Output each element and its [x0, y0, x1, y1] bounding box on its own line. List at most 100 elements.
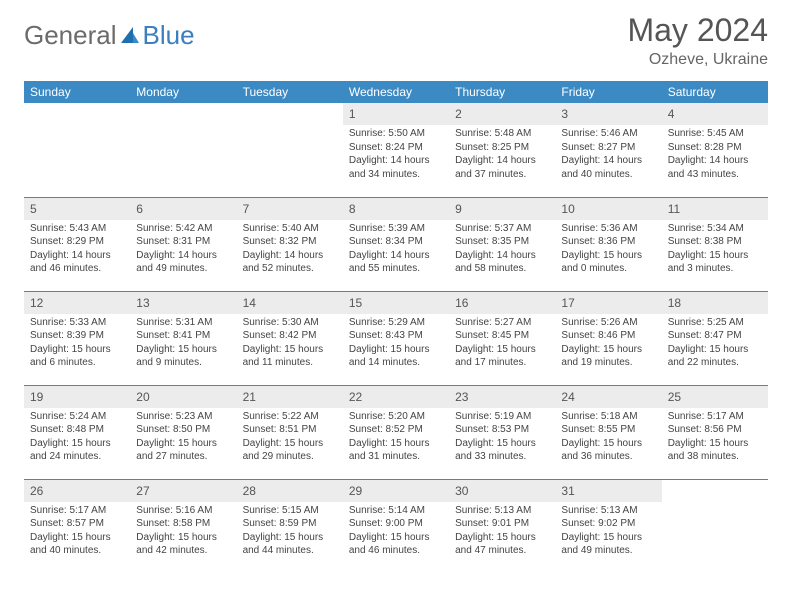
day-number: 2	[449, 103, 555, 125]
day-number: 31	[555, 480, 661, 502]
day-details: Sunrise: 5:30 AMSunset: 8:42 PMDaylight:…	[237, 314, 343, 374]
daylight-text: Daylight: 14 hours and 40 minutes.	[561, 154, 655, 181]
sunset-text: Sunset: 8:45 PM	[455, 329, 549, 343]
sunrise-text: Sunrise: 5:50 AM	[349, 127, 443, 141]
day-details: Sunrise: 5:18 AMSunset: 8:55 PMDaylight:…	[555, 408, 661, 468]
day-number: 25	[662, 386, 768, 408]
calendar-cell: 14Sunrise: 5:30 AMSunset: 8:42 PMDayligh…	[237, 291, 343, 385]
day-details: Sunrise: 5:36 AMSunset: 8:36 PMDaylight:…	[555, 220, 661, 280]
weekday-header: Wednesday	[343, 81, 449, 103]
calendar-cell: 16Sunrise: 5:27 AMSunset: 8:45 PMDayligh…	[449, 291, 555, 385]
day-number: 17	[555, 292, 661, 314]
day-details: Sunrise: 5:39 AMSunset: 8:34 PMDaylight:…	[343, 220, 449, 280]
header: General Blue May 2024 Ozheve, Ukraine	[24, 12, 768, 69]
calendar-header: SundayMondayTuesdayWednesdayThursdayFrid…	[24, 81, 768, 103]
sunset-text: Sunset: 8:41 PM	[136, 329, 230, 343]
day-number: 18	[662, 292, 768, 314]
sunset-text: Sunset: 8:24 PM	[349, 141, 443, 155]
day-number: 28	[237, 480, 343, 502]
sunset-text: Sunset: 8:43 PM	[349, 329, 443, 343]
daylight-text: Daylight: 15 hours and 17 minutes.	[455, 343, 549, 370]
day-details: Sunrise: 5:26 AMSunset: 8:46 PMDaylight:…	[555, 314, 661, 374]
sunrise-text: Sunrise: 5:17 AM	[668, 410, 762, 424]
day-number: 7	[237, 198, 343, 220]
calendar-cell: 21Sunrise: 5:22 AMSunset: 8:51 PMDayligh…	[237, 385, 343, 479]
daylight-text: Daylight: 15 hours and 3 minutes.	[668, 249, 762, 276]
calendar-cell	[662, 479, 768, 573]
daylight-text: Daylight: 14 hours and 34 minutes.	[349, 154, 443, 181]
sunset-text: Sunset: 9:01 PM	[455, 517, 549, 531]
calendar-cell: 24Sunrise: 5:18 AMSunset: 8:55 PMDayligh…	[555, 385, 661, 479]
daylight-text: Daylight: 15 hours and 0 minutes.	[561, 249, 655, 276]
sunrise-text: Sunrise: 5:20 AM	[349, 410, 443, 424]
sunrise-text: Sunrise: 5:24 AM	[30, 410, 124, 424]
daylight-text: Daylight: 15 hours and 44 minutes.	[243, 531, 337, 558]
sunrise-text: Sunrise: 5:23 AM	[136, 410, 230, 424]
sunset-text: Sunset: 8:51 PM	[243, 423, 337, 437]
day-number: 4	[662, 103, 768, 125]
calendar-cell: 13Sunrise: 5:31 AMSunset: 8:41 PMDayligh…	[130, 291, 236, 385]
daylight-text: Daylight: 15 hours and 14 minutes.	[349, 343, 443, 370]
calendar-cell	[130, 103, 236, 197]
calendar-cell: 8Sunrise: 5:39 AMSunset: 8:34 PMDaylight…	[343, 197, 449, 291]
daylight-text: Daylight: 15 hours and 6 minutes.	[30, 343, 124, 370]
day-details: Sunrise: 5:25 AMSunset: 8:47 PMDaylight:…	[662, 314, 768, 374]
day-details: Sunrise: 5:14 AMSunset: 9:00 PMDaylight:…	[343, 502, 449, 562]
daylight-text: Daylight: 15 hours and 11 minutes.	[243, 343, 337, 370]
sunrise-text: Sunrise: 5:18 AM	[561, 410, 655, 424]
sunset-text: Sunset: 8:34 PM	[349, 235, 443, 249]
calendar-row: 1Sunrise: 5:50 AMSunset: 8:24 PMDaylight…	[24, 103, 768, 197]
day-details: Sunrise: 5:27 AMSunset: 8:45 PMDaylight:…	[449, 314, 555, 374]
daylight-text: Daylight: 15 hours and 49 minutes.	[561, 531, 655, 558]
sunrise-text: Sunrise: 5:39 AM	[349, 222, 443, 236]
day-details: Sunrise: 5:43 AMSunset: 8:29 PMDaylight:…	[24, 220, 130, 280]
day-details: Sunrise: 5:15 AMSunset: 8:59 PMDaylight:…	[237, 502, 343, 562]
sunset-text: Sunset: 8:47 PM	[668, 329, 762, 343]
sunrise-text: Sunrise: 5:40 AM	[243, 222, 337, 236]
daylight-text: Daylight: 14 hours and 58 minutes.	[455, 249, 549, 276]
sunset-text: Sunset: 8:36 PM	[561, 235, 655, 249]
day-details: Sunrise: 5:37 AMSunset: 8:35 PMDaylight:…	[449, 220, 555, 280]
day-details: Sunrise: 5:29 AMSunset: 8:43 PMDaylight:…	[343, 314, 449, 374]
daylight-text: Daylight: 15 hours and 40 minutes.	[30, 531, 124, 558]
daylight-text: Daylight: 14 hours and 49 minutes.	[136, 249, 230, 276]
calendar-cell: 20Sunrise: 5:23 AMSunset: 8:50 PMDayligh…	[130, 385, 236, 479]
day-number: 11	[662, 198, 768, 220]
day-number: 5	[24, 198, 130, 220]
sunrise-text: Sunrise: 5:25 AM	[668, 316, 762, 330]
logo-text-blue: Blue	[143, 20, 195, 51]
logo-sail-icon	[119, 25, 141, 47]
logo: General Blue	[24, 12, 195, 51]
calendar-cell: 3Sunrise: 5:46 AMSunset: 8:27 PMDaylight…	[555, 103, 661, 197]
sunset-text: Sunset: 8:52 PM	[349, 423, 443, 437]
sunrise-text: Sunrise: 5:14 AM	[349, 504, 443, 518]
calendar-row: 19Sunrise: 5:24 AMSunset: 8:48 PMDayligh…	[24, 385, 768, 479]
calendar-cell: 11Sunrise: 5:34 AMSunset: 8:38 PMDayligh…	[662, 197, 768, 291]
daylight-text: Daylight: 15 hours and 47 minutes.	[455, 531, 549, 558]
sunrise-text: Sunrise: 5:17 AM	[30, 504, 124, 518]
calendar-cell: 23Sunrise: 5:19 AMSunset: 8:53 PMDayligh…	[449, 385, 555, 479]
sunrise-text: Sunrise: 5:31 AM	[136, 316, 230, 330]
calendar-body: 1Sunrise: 5:50 AMSunset: 8:24 PMDaylight…	[24, 103, 768, 573]
daylight-text: Daylight: 15 hours and 42 minutes.	[136, 531, 230, 558]
day-number: 26	[24, 480, 130, 502]
day-details: Sunrise: 5:34 AMSunset: 8:38 PMDaylight:…	[662, 220, 768, 280]
calendar-cell: 15Sunrise: 5:29 AMSunset: 8:43 PMDayligh…	[343, 291, 449, 385]
day-details: Sunrise: 5:19 AMSunset: 8:53 PMDaylight:…	[449, 408, 555, 468]
weekday-header: Monday	[130, 81, 236, 103]
day-details: Sunrise: 5:16 AMSunset: 8:58 PMDaylight:…	[130, 502, 236, 562]
day-details: Sunrise: 5:40 AMSunset: 8:32 PMDaylight:…	[237, 220, 343, 280]
weekday-header: Tuesday	[237, 81, 343, 103]
sunrise-text: Sunrise: 5:26 AM	[561, 316, 655, 330]
sunrise-text: Sunrise: 5:43 AM	[30, 222, 124, 236]
day-details: Sunrise: 5:13 AMSunset: 9:01 PMDaylight:…	[449, 502, 555, 562]
sunrise-text: Sunrise: 5:13 AM	[455, 504, 549, 518]
sunset-text: Sunset: 8:48 PM	[30, 423, 124, 437]
sunset-text: Sunset: 9:02 PM	[561, 517, 655, 531]
calendar-cell: 22Sunrise: 5:20 AMSunset: 8:52 PMDayligh…	[343, 385, 449, 479]
day-number	[662, 480, 768, 502]
day-details: Sunrise: 5:33 AMSunset: 8:39 PMDaylight:…	[24, 314, 130, 374]
month-title: May 2024	[627, 12, 768, 49]
day-number: 19	[24, 386, 130, 408]
calendar-row: 12Sunrise: 5:33 AMSunset: 8:39 PMDayligh…	[24, 291, 768, 385]
